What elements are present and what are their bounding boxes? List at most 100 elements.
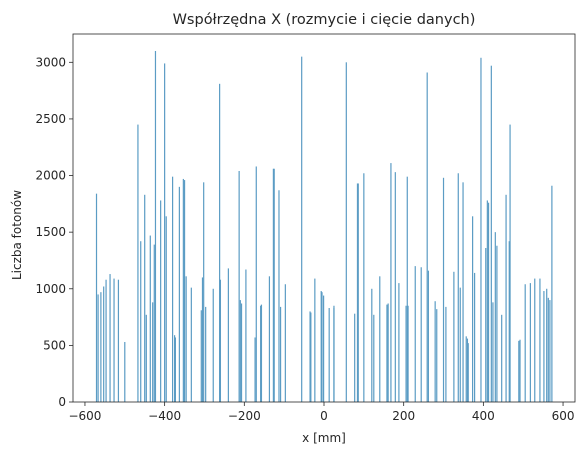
- bar-45: [272, 168, 274, 402]
- bar-78: [426, 72, 428, 402]
- bar-71: [394, 172, 396, 402]
- bar-105: [518, 340, 520, 402]
- x-tick-label: 200: [392, 409, 415, 423]
- bar-61: [354, 313, 356, 402]
- bar-25: [183, 180, 186, 402]
- bar-73: [405, 305, 407, 402]
- bar-100: [496, 245, 498, 402]
- bar-22: [174, 337, 176, 402]
- bar-69: [387, 303, 389, 402]
- bar-89: [466, 338, 469, 402]
- bar-33: [219, 83, 221, 402]
- bar-75: [407, 305, 409, 402]
- bar-0: [95, 193, 98, 402]
- x-tick-label: −400: [148, 409, 181, 423]
- chart-title: Współrzędna X (rozmycie i cięcie danych): [173, 12, 476, 28]
- bar-72: [398, 283, 400, 402]
- bar-55: [321, 292, 323, 402]
- bar-108: [529, 283, 531, 402]
- bar-57: [328, 308, 330, 402]
- bar-18: [164, 63, 166, 402]
- bar-47: [278, 190, 280, 402]
- bar-83: [445, 306, 447, 402]
- bar-34: [219, 279, 222, 402]
- bar-31: [205, 306, 207, 402]
- bar-81: [436, 309, 438, 402]
- bar-53: [314, 278, 316, 402]
- bar-11: [144, 194, 146, 402]
- bar-19: [165, 216, 167, 402]
- bar-52: [310, 312, 312, 402]
- bar-95: [486, 200, 488, 402]
- bar-77: [420, 267, 422, 402]
- bar-14: [152, 302, 154, 402]
- bar-43: [260, 304, 263, 402]
- bar-65: [371, 288, 373, 402]
- bar-76: [414, 266, 416, 402]
- bar-56: [323, 295, 325, 402]
- bar-23: [178, 186, 180, 402]
- x-tick-label: 400: [472, 409, 495, 423]
- bar-86: [459, 287, 461, 402]
- bar-4: [105, 279, 107, 402]
- y-tick-label: 1000: [35, 282, 66, 296]
- bar-85: [457, 173, 459, 402]
- bar-111: [543, 291, 545, 402]
- bar-46: [273, 168, 275, 402]
- bar-96: [487, 202, 490, 402]
- x-tick-label: −200: [228, 409, 261, 423]
- bar-64: [363, 173, 365, 402]
- x-tick-label: 600: [552, 409, 575, 423]
- bar-3: [103, 286, 105, 402]
- bar-113: [547, 297, 549, 402]
- bar-84: [453, 271, 455, 402]
- y-tick-label: 2500: [35, 112, 66, 126]
- bar-54: [320, 291, 322, 402]
- x-axis-label: x [mm]: [302, 431, 346, 445]
- bar-17: [160, 200, 162, 402]
- bar-29: [201, 277, 204, 402]
- bar-7: [117, 279, 120, 402]
- bar-107: [524, 284, 526, 402]
- bar-40: [254, 337, 256, 402]
- bar-38: [240, 303, 243, 402]
- bar-101: [501, 314, 503, 402]
- bar-8: [124, 341, 126, 402]
- bar-59: [333, 308, 335, 402]
- bar-20: [172, 176, 174, 402]
- bar-1: [97, 294, 99, 402]
- bar-41: [255, 166, 257, 402]
- bar-110: [539, 278, 541, 402]
- bar-74: [406, 176, 408, 402]
- bar-42: [260, 305, 262, 402]
- bar-91: [472, 216, 474, 402]
- bar-62: [356, 183, 359, 402]
- bar-44: [268, 276, 271, 402]
- bar-15: [153, 244, 155, 402]
- bar-66: [373, 314, 375, 402]
- bar-106: [519, 339, 521, 402]
- bar-24: [182, 178, 184, 402]
- bar-30: [203, 182, 205, 402]
- bar-10: [140, 241, 142, 402]
- bar-104: [509, 124, 511, 402]
- bar-60: [345, 62, 347, 403]
- bar-2: [100, 292, 102, 402]
- bar-97: [490, 65, 492, 402]
- x-axis: −600 −400 −200 0 200 400 600: [68, 402, 575, 423]
- bar-93: [480, 57, 482, 402]
- bar-28: [200, 310, 202, 402]
- bar-79: [427, 270, 429, 402]
- bar-98: [492, 302, 494, 402]
- bar-80: [434, 301, 436, 402]
- x-tick-label: 0: [320, 409, 328, 423]
- bar-36: [238, 171, 240, 402]
- bar-26: [185, 276, 187, 402]
- bar-109: [534, 278, 536, 402]
- y-axis: 0 500 1000 1500 2000 2500 3000: [35, 55, 73, 409]
- bar-87: [462, 182, 464, 402]
- bar-9: [137, 124, 139, 402]
- y-axis-label: Liczba fotonów: [10, 190, 24, 280]
- bar-70: [390, 163, 392, 402]
- bar-103: [508, 241, 510, 402]
